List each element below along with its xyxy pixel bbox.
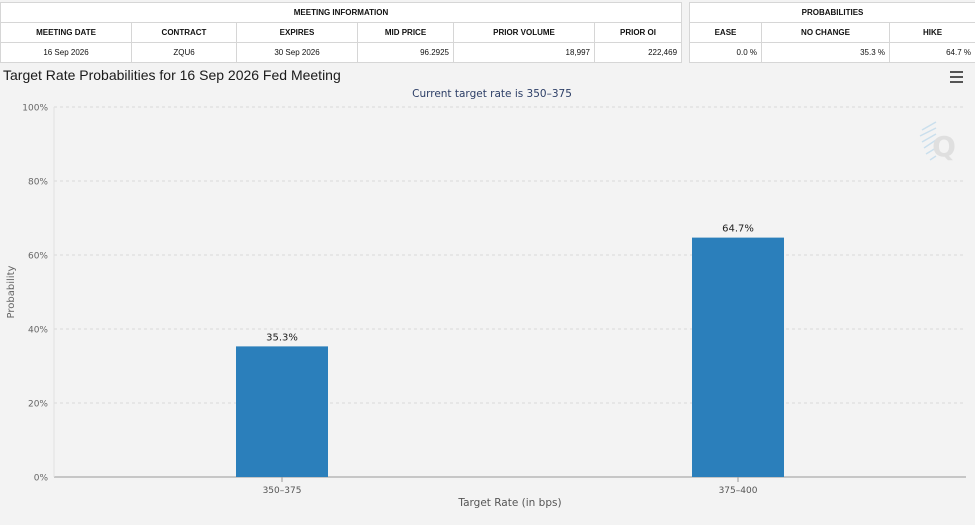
chart-plot-area: 0% 20% 40% 60% 80% 100% 35.3% 350–375 64.7% 375–4… <box>22 104 966 496</box>
cell-expires: 30 Sep 2026 <box>236 42 358 63</box>
header-no-change: NO CHANGE <box>761 22 890 43</box>
probability-bar-chart: Current target rate is 350–375 Probabili… <box>6 88 966 509</box>
y-tick-label: 80% <box>28 178 48 188</box>
cell-no-change: 35.3 % <box>761 42 890 63</box>
y-tick-label: 40% <box>28 326 48 336</box>
y-axis-label: Probability <box>6 265 17 318</box>
header-contract: CONTRACT <box>131 22 237 43</box>
bar-350-375 <box>236 346 328 477</box>
header-prior-volume: PRIOR VOLUME <box>453 22 595 43</box>
probabilities-section-title: PROBABILITIES <box>689 2 975 23</box>
cell-hike: 64.7 % <box>889 42 975 63</box>
cell-ease: 0.0 % <box>689 42 762 63</box>
cell-meeting-date: 16 Sep 2026 <box>0 42 132 63</box>
svg-text:Q: Q <box>932 130 956 163</box>
x-tick-label: 375–400 <box>719 486 758 496</box>
y-tick-label: 60% <box>28 252 48 262</box>
probabilities-table: PROBABILITIES EASE NO CHANGE HIKE 0.0 % … <box>689 2 975 63</box>
table-row: 0.0 % 35.3 % 64.7 % <box>689 42 975 63</box>
header-prior-oi: PRIOR OI <box>593 22 683 43</box>
cell-mid-price: 96.2925 <box>357 42 454 63</box>
header-hike: HIKE <box>889 22 975 43</box>
header-meeting-date: MEETING DATE <box>0 22 132 43</box>
q-logo-icon: Q <box>919 121 956 163</box>
hamburger-menu-icon[interactable] <box>950 71 963 83</box>
cell-prior-oi: 222,469 <box>593 42 683 63</box>
y-tick-label: 100% <box>22 104 48 114</box>
meeting-info-section-title: MEETING INFORMATION <box>0 2 683 23</box>
y-tick-label: 0% <box>34 474 49 484</box>
header-ease: EASE <box>689 22 762 43</box>
chart-page-title: Target Rate Probabilities for 16 Sep 202… <box>3 67 341 83</box>
header-expires: EXPIRES <box>236 22 358 43</box>
data-label: 64.7% <box>722 224 754 235</box>
table-row: 16 Sep 2026 ZQU6 30 Sep 2026 96.2925 18,… <box>0 42 683 63</box>
bar-375-400 <box>692 237 784 477</box>
cell-prior-volume: 18,997 <box>453 42 595 63</box>
x-tick-label: 350–375 <box>263 486 302 496</box>
header-mid-price: MID PRICE <box>357 22 454 43</box>
data-label: 35.3% <box>266 332 298 343</box>
meeting-information-table: MEETING INFORMATION MEETING DATE CONTRAC… <box>0 2 683 63</box>
y-tick-label: 20% <box>28 400 48 410</box>
x-axis-label: Target Rate (in bps) <box>457 497 561 509</box>
watermark-logo: Q <box>919 121 956 163</box>
cell-contract: ZQU6 <box>131 42 237 63</box>
chart-subtitle: Current target rate is 350–375 <box>412 88 572 100</box>
